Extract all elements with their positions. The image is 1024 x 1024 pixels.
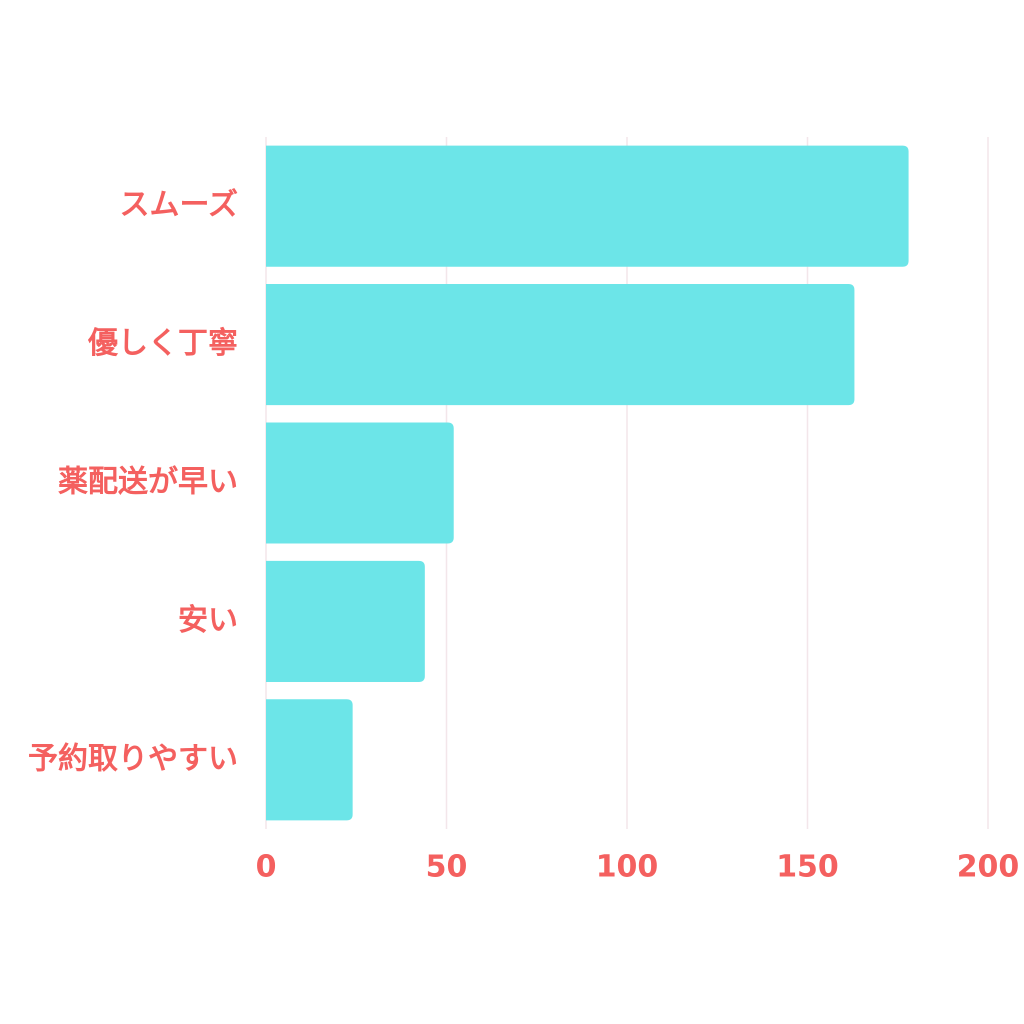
x-tick-label: 100 <box>596 850 659 885</box>
y-tick-label: 薬配送が早い <box>58 465 238 500</box>
bar <box>266 145 909 267</box>
x-tick-label: 200 <box>957 850 1020 885</box>
bar <box>266 284 855 406</box>
bar <box>266 560 425 682</box>
bar <box>266 422 454 544</box>
y-tick-label: 優しく丁寧 <box>87 326 238 361</box>
x-tick-label: 0 <box>256 850 277 885</box>
x-tick-label: 50 <box>426 850 468 885</box>
y-tick-label: スムーズ <box>120 188 239 223</box>
y-tick-label: 安い <box>178 603 238 638</box>
y-tick-label: 予約取りやすい <box>28 741 238 776</box>
bar <box>266 699 353 821</box>
x-tick-label: 150 <box>776 850 839 885</box>
